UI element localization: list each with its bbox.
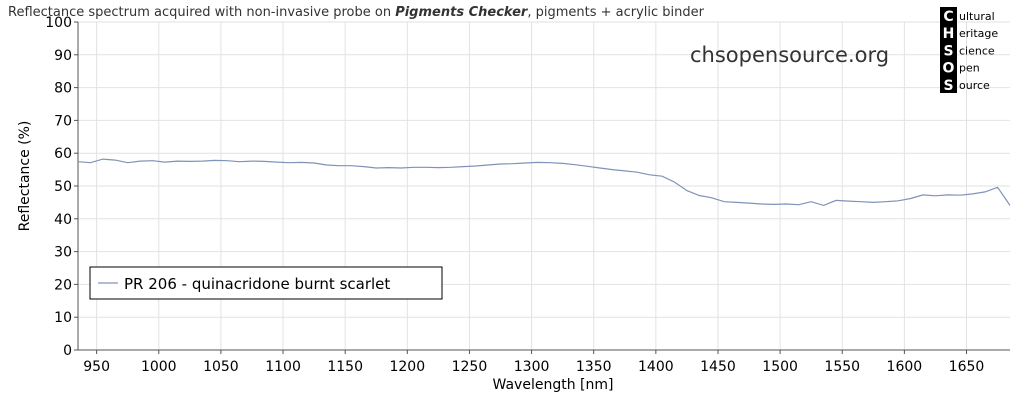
x-tick-label: 1200 xyxy=(389,359,425,375)
legend-label: PR 206 - quinacridone burnt scarlet xyxy=(124,275,390,293)
chart-title-bold: Pigments Checker xyxy=(395,5,529,20)
y-tick-label: 70 xyxy=(54,113,72,129)
x-tick-label: 1150 xyxy=(327,359,363,375)
chart-title-prefix: Reflectance spectrum acquired with non-i… xyxy=(8,5,395,20)
y-tick-label: 20 xyxy=(54,277,72,293)
x-tick-label: 1350 xyxy=(576,359,612,375)
logo-initial: S xyxy=(943,43,953,59)
x-tick-label: 1500 xyxy=(762,359,798,375)
x-tick-label: 1050 xyxy=(203,359,239,375)
series-line xyxy=(77,158,1011,207)
chart-title-suffix: , pigments + acrylic binder xyxy=(527,5,704,20)
x-tick-label: 1300 xyxy=(514,359,550,375)
logo-block xyxy=(940,7,957,93)
x-tick-label: 950 xyxy=(83,359,110,375)
x-tick-label: 1000 xyxy=(141,359,177,375)
logo-word: ource xyxy=(959,79,990,92)
chart-title: Reflectance spectrum acquired with non-i… xyxy=(8,5,705,20)
y-tick-label: 10 xyxy=(54,310,72,326)
grid-lines xyxy=(78,21,1010,351)
x-tick-label: 1550 xyxy=(824,359,860,375)
y-tick-label: 90 xyxy=(54,48,72,64)
legend[interactable]: PR 206 - quinacridone burnt scarlet xyxy=(89,266,443,300)
logo-initial: O xyxy=(943,61,955,77)
x-tick-label: 1650 xyxy=(949,359,985,375)
logo-initial: C xyxy=(943,9,953,25)
website-label: chsopensource.org xyxy=(690,43,889,67)
y-tick-label: 40 xyxy=(54,212,72,228)
series-layer xyxy=(77,158,1011,207)
x-tick-label: 1400 xyxy=(638,359,674,375)
x-axis-title: Wavelength [nm] xyxy=(493,377,614,393)
y-tick-label: 60 xyxy=(54,146,72,162)
logo-word: pen xyxy=(959,62,980,75)
legend-box xyxy=(89,266,443,300)
y-tick-label: 0 xyxy=(63,343,72,359)
y-axis-title: Reflectance (%) xyxy=(17,121,33,232)
x-tick-label: 1100 xyxy=(265,359,301,375)
x-tick-label: 1250 xyxy=(452,359,488,375)
x-tick-label: 1600 xyxy=(887,359,923,375)
x-tick-label: 1450 xyxy=(700,359,736,375)
logo-initial: S xyxy=(943,78,953,94)
y-tick-label: 30 xyxy=(54,245,72,261)
y-axis-ticks: 0 10 20 30 40 50 60 70 80 90 100 xyxy=(45,15,78,359)
y-tick-label: 100 xyxy=(45,15,72,31)
x-axis-ticks: 950 1000 1050 1100 1150 1200 1250 1300 1350 1400 1… xyxy=(83,350,984,375)
y-tick-label: 50 xyxy=(54,179,72,195)
logo-word: ultural xyxy=(959,10,995,23)
logo-word: cience xyxy=(959,44,995,57)
y-tick-label: 80 xyxy=(54,81,72,97)
logo-initial: H xyxy=(943,26,955,42)
logo-word: eritage xyxy=(959,27,998,40)
